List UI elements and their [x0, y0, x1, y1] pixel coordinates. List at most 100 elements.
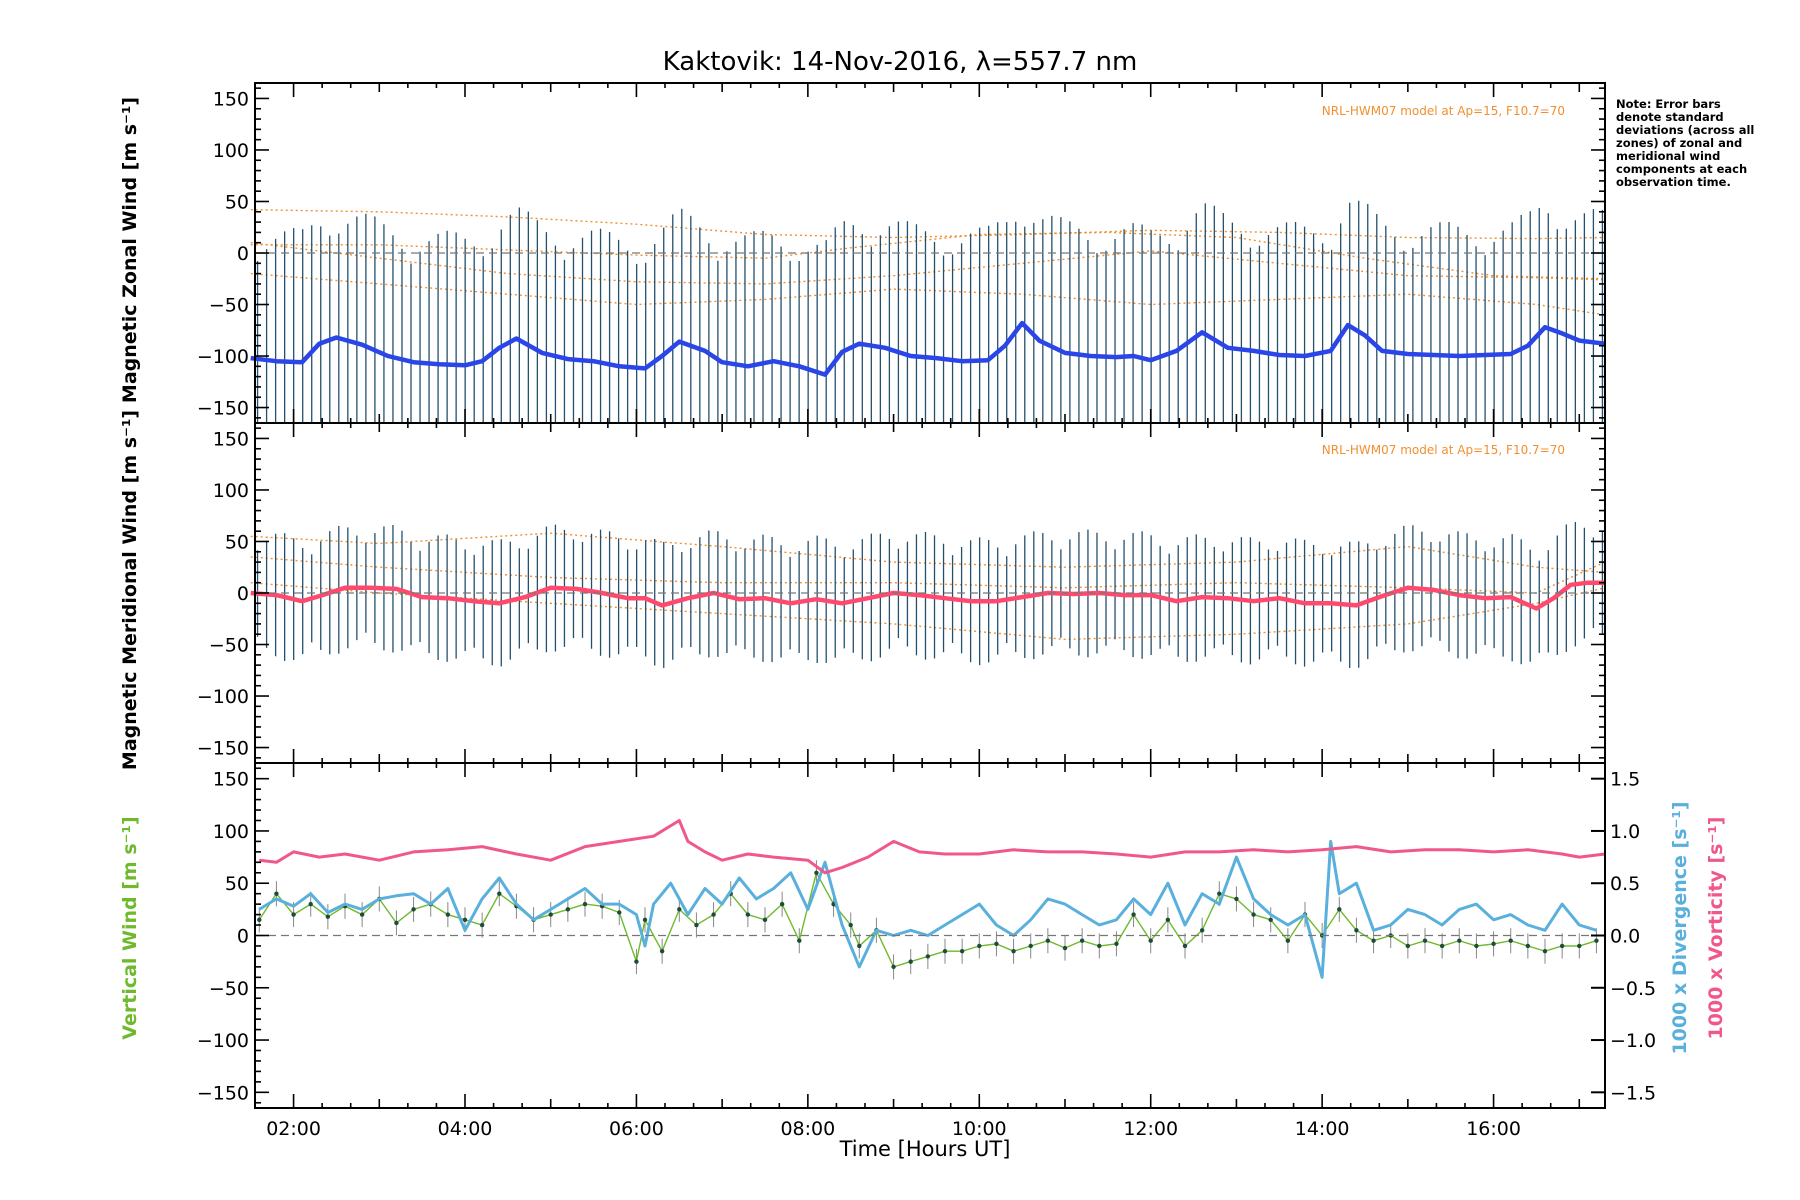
y-tick-label: −150: [197, 1082, 249, 1104]
y-tick-label: 100: [213, 140, 249, 162]
model-curve-zonal-1: [250, 231, 1606, 280]
model-curve-zonal-0: [250, 209, 1606, 240]
vertical-point: [1474, 943, 1479, 949]
y-tick-label: −100: [197, 686, 249, 708]
series-lines: [250, 320, 1606, 979]
y-tick-label: −150: [197, 738, 249, 760]
vertical-point: [1354, 928, 1359, 933]
model-curves: [250, 209, 1606, 641]
y-tick-label: 0: [237, 583, 249, 605]
vertical-point: [694, 922, 699, 928]
vertical-point: [642, 917, 648, 923]
vertical-point: [779, 901, 785, 907]
vertical-point: [1577, 943, 1582, 949]
model-curve-zonal-3: [250, 272, 1606, 316]
vertical-point: [1234, 896, 1239, 902]
y-tick-label: 0: [237, 926, 249, 948]
vertical-point: [1217, 891, 1222, 896]
vertical-point: [677, 907, 682, 912]
y-tick-label: −150: [197, 398, 249, 420]
vertical-point: [1079, 938, 1085, 943]
vertical-point: [942, 948, 948, 954]
vertical-point: [1457, 938, 1462, 943]
vertical-point: [1062, 945, 1068, 951]
x-tick-label: 10:00: [952, 1118, 1007, 1140]
x-tick-label: 14:00: [1295, 1118, 1350, 1140]
vorticity-ylabel: 1000 x Vorticity [s⁻¹]: [1705, 817, 1727, 1040]
vertical-point: [1199, 928, 1205, 933]
vertical-point: [479, 922, 485, 928]
vertical-point: [1422, 938, 1428, 943]
vertical-point: [617, 910, 622, 915]
y-tick-label: 150: [213, 428, 249, 450]
y-tick-label: −50: [209, 978, 249, 1000]
x-tick-label: 12:00: [1123, 1118, 1178, 1140]
vertical-point: [711, 912, 716, 917]
zonal-ylabel: Magnetic Zonal Wind [m s⁻¹]: [119, 97, 141, 403]
vertical-point: [1285, 938, 1291, 943]
vertical-point: [1559, 943, 1565, 949]
y-tick-label: 150: [213, 769, 249, 791]
vertical-point: [959, 948, 965, 954]
vertical-point: [762, 917, 768, 923]
y-tick-label: −50: [209, 295, 249, 317]
y-tick-label: 150: [213, 88, 249, 110]
model-label-zonal: NRL-HWM07 model at Ap=15, F10.7=70: [1322, 104, 1565, 118]
vertical-point: [1097, 943, 1102, 949]
vertical-point: [411, 907, 416, 912]
vertical-point: [565, 907, 571, 912]
vertical-point: [1165, 917, 1171, 923]
y2-tick-label: 1.5: [1610, 769, 1640, 791]
vertical-point: [1268, 917, 1273, 923]
meridional-ylabel: Magnetic Meridional Wind [m s⁻¹]: [119, 410, 141, 770]
vertical-point: [634, 959, 639, 964]
chart-title: Kaktovik: 14-Nov-2016, λ=557.7 nm: [663, 47, 1138, 77]
vertical-ylabel: Vertical Wind [m s⁻¹]: [119, 816, 141, 1039]
series-line-zonal: [250, 320, 1606, 377]
y-tick-label: 0: [237, 243, 249, 265]
vertical-point: [1045, 938, 1051, 943]
vertical-point: [1182, 943, 1188, 949]
vertical-point: [745, 912, 751, 917]
vertical-point: [1525, 943, 1531, 949]
vertical-point: [462, 917, 468, 923]
vertical-point: [1114, 941, 1119, 947]
series-line-vorticity: [259, 819, 1606, 875]
vertical-point: [1371, 938, 1376, 943]
vertical-point: [1011, 948, 1016, 954]
vertical-point: [1251, 912, 1256, 917]
vertical-point: [1405, 943, 1411, 949]
vertical-point: [548, 912, 553, 917]
vertical-point: [497, 891, 502, 896]
y-tick-label: −100: [197, 346, 249, 368]
model-curve-zonal-2: [250, 242, 1606, 285]
vertical-point: [1594, 938, 1599, 943]
vertical-point: [394, 920, 399, 926]
x-tick-label: 02:00: [266, 1118, 321, 1140]
series-line-vertical: [258, 870, 1597, 968]
vertical-point: [659, 948, 665, 954]
y2-tick-label: −0.5: [1610, 978, 1656, 1000]
vertical-point: [1439, 943, 1445, 949]
vertical-point: [325, 914, 331, 919]
y-tick-label: −50: [209, 635, 249, 657]
vertical-point: [359, 912, 365, 917]
series-line-meridional: [250, 580, 1605, 611]
y2-tick-label: −1.0: [1610, 1030, 1656, 1052]
series-line-divergence: [258, 839, 1597, 979]
vertical-point: [257, 917, 262, 923]
y-tick-label: 50: [225, 531, 249, 553]
vertical-point: [1131, 912, 1136, 917]
note-box: Note: Error bars denote standard deviati…: [1616, 98, 1754, 189]
y-tick-label: 100: [213, 480, 249, 502]
x-axis-label: Time [Hours UT]: [839, 1137, 1011, 1161]
vertical-point: [274, 891, 279, 896]
x-tick-label: 04:00: [438, 1118, 493, 1140]
y-tick-label: 100: [213, 821, 249, 843]
vertical-point: [445, 912, 451, 917]
y2-tick-label: 0.5: [1610, 873, 1640, 895]
vertical-point: [291, 912, 296, 917]
vertical-point: [1148, 938, 1153, 943]
y-tick-label: 50: [225, 191, 249, 213]
vertical-point: [1508, 938, 1513, 943]
